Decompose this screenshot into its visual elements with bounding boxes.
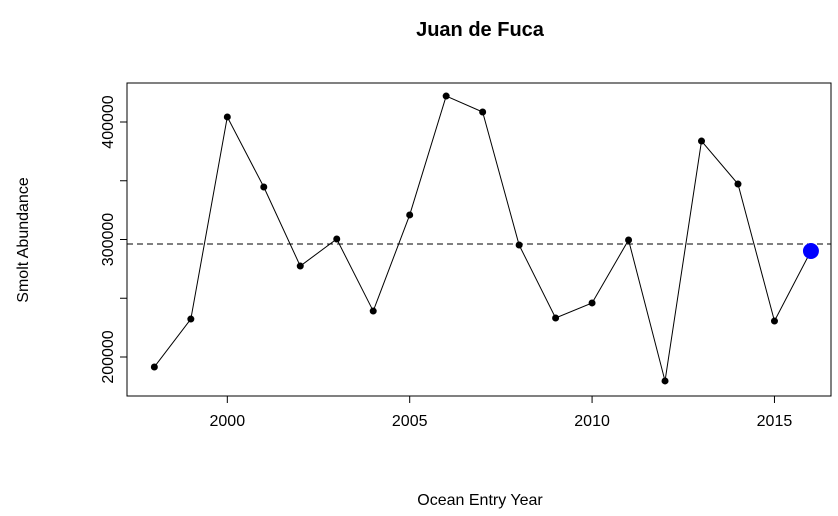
- x-axis-label: Ocean Entry Year: [417, 492, 543, 509]
- data-point: [734, 180, 742, 188]
- data-point: [406, 211, 414, 219]
- x-tick-label: 2005: [392, 413, 428, 430]
- data-point: [333, 235, 341, 243]
- data-point: [479, 108, 487, 116]
- data-point: [515, 241, 523, 249]
- data-point: [369, 307, 377, 315]
- data-point: [442, 92, 450, 100]
- data-point: [552, 314, 560, 322]
- data-point: [588, 299, 596, 307]
- y-tick-label: 400000: [100, 95, 117, 148]
- y-axis-label: Smolt Abundance: [15, 177, 32, 303]
- data-point: [187, 315, 195, 323]
- data-point: [296, 262, 304, 270]
- data-point: [770, 317, 778, 325]
- x-tick-label: 2015: [757, 413, 793, 430]
- x-tick-label: 2000: [210, 413, 246, 430]
- x-tick-label: 2010: [574, 413, 610, 430]
- data-point: [661, 377, 669, 385]
- y-tick-label: 300000: [100, 213, 117, 266]
- y-tick-label: 200000: [100, 330, 117, 383]
- chart-title: Juan de Fuca: [416, 19, 545, 41]
- data-point: [260, 183, 268, 191]
- data-line: [153, 95, 812, 382]
- data-point: [150, 363, 158, 371]
- highlight-point: [802, 243, 819, 260]
- data-point: [625, 236, 633, 244]
- data-point: [223, 113, 231, 121]
- plot-box: [126, 82, 832, 397]
- data-point: [698, 137, 706, 145]
